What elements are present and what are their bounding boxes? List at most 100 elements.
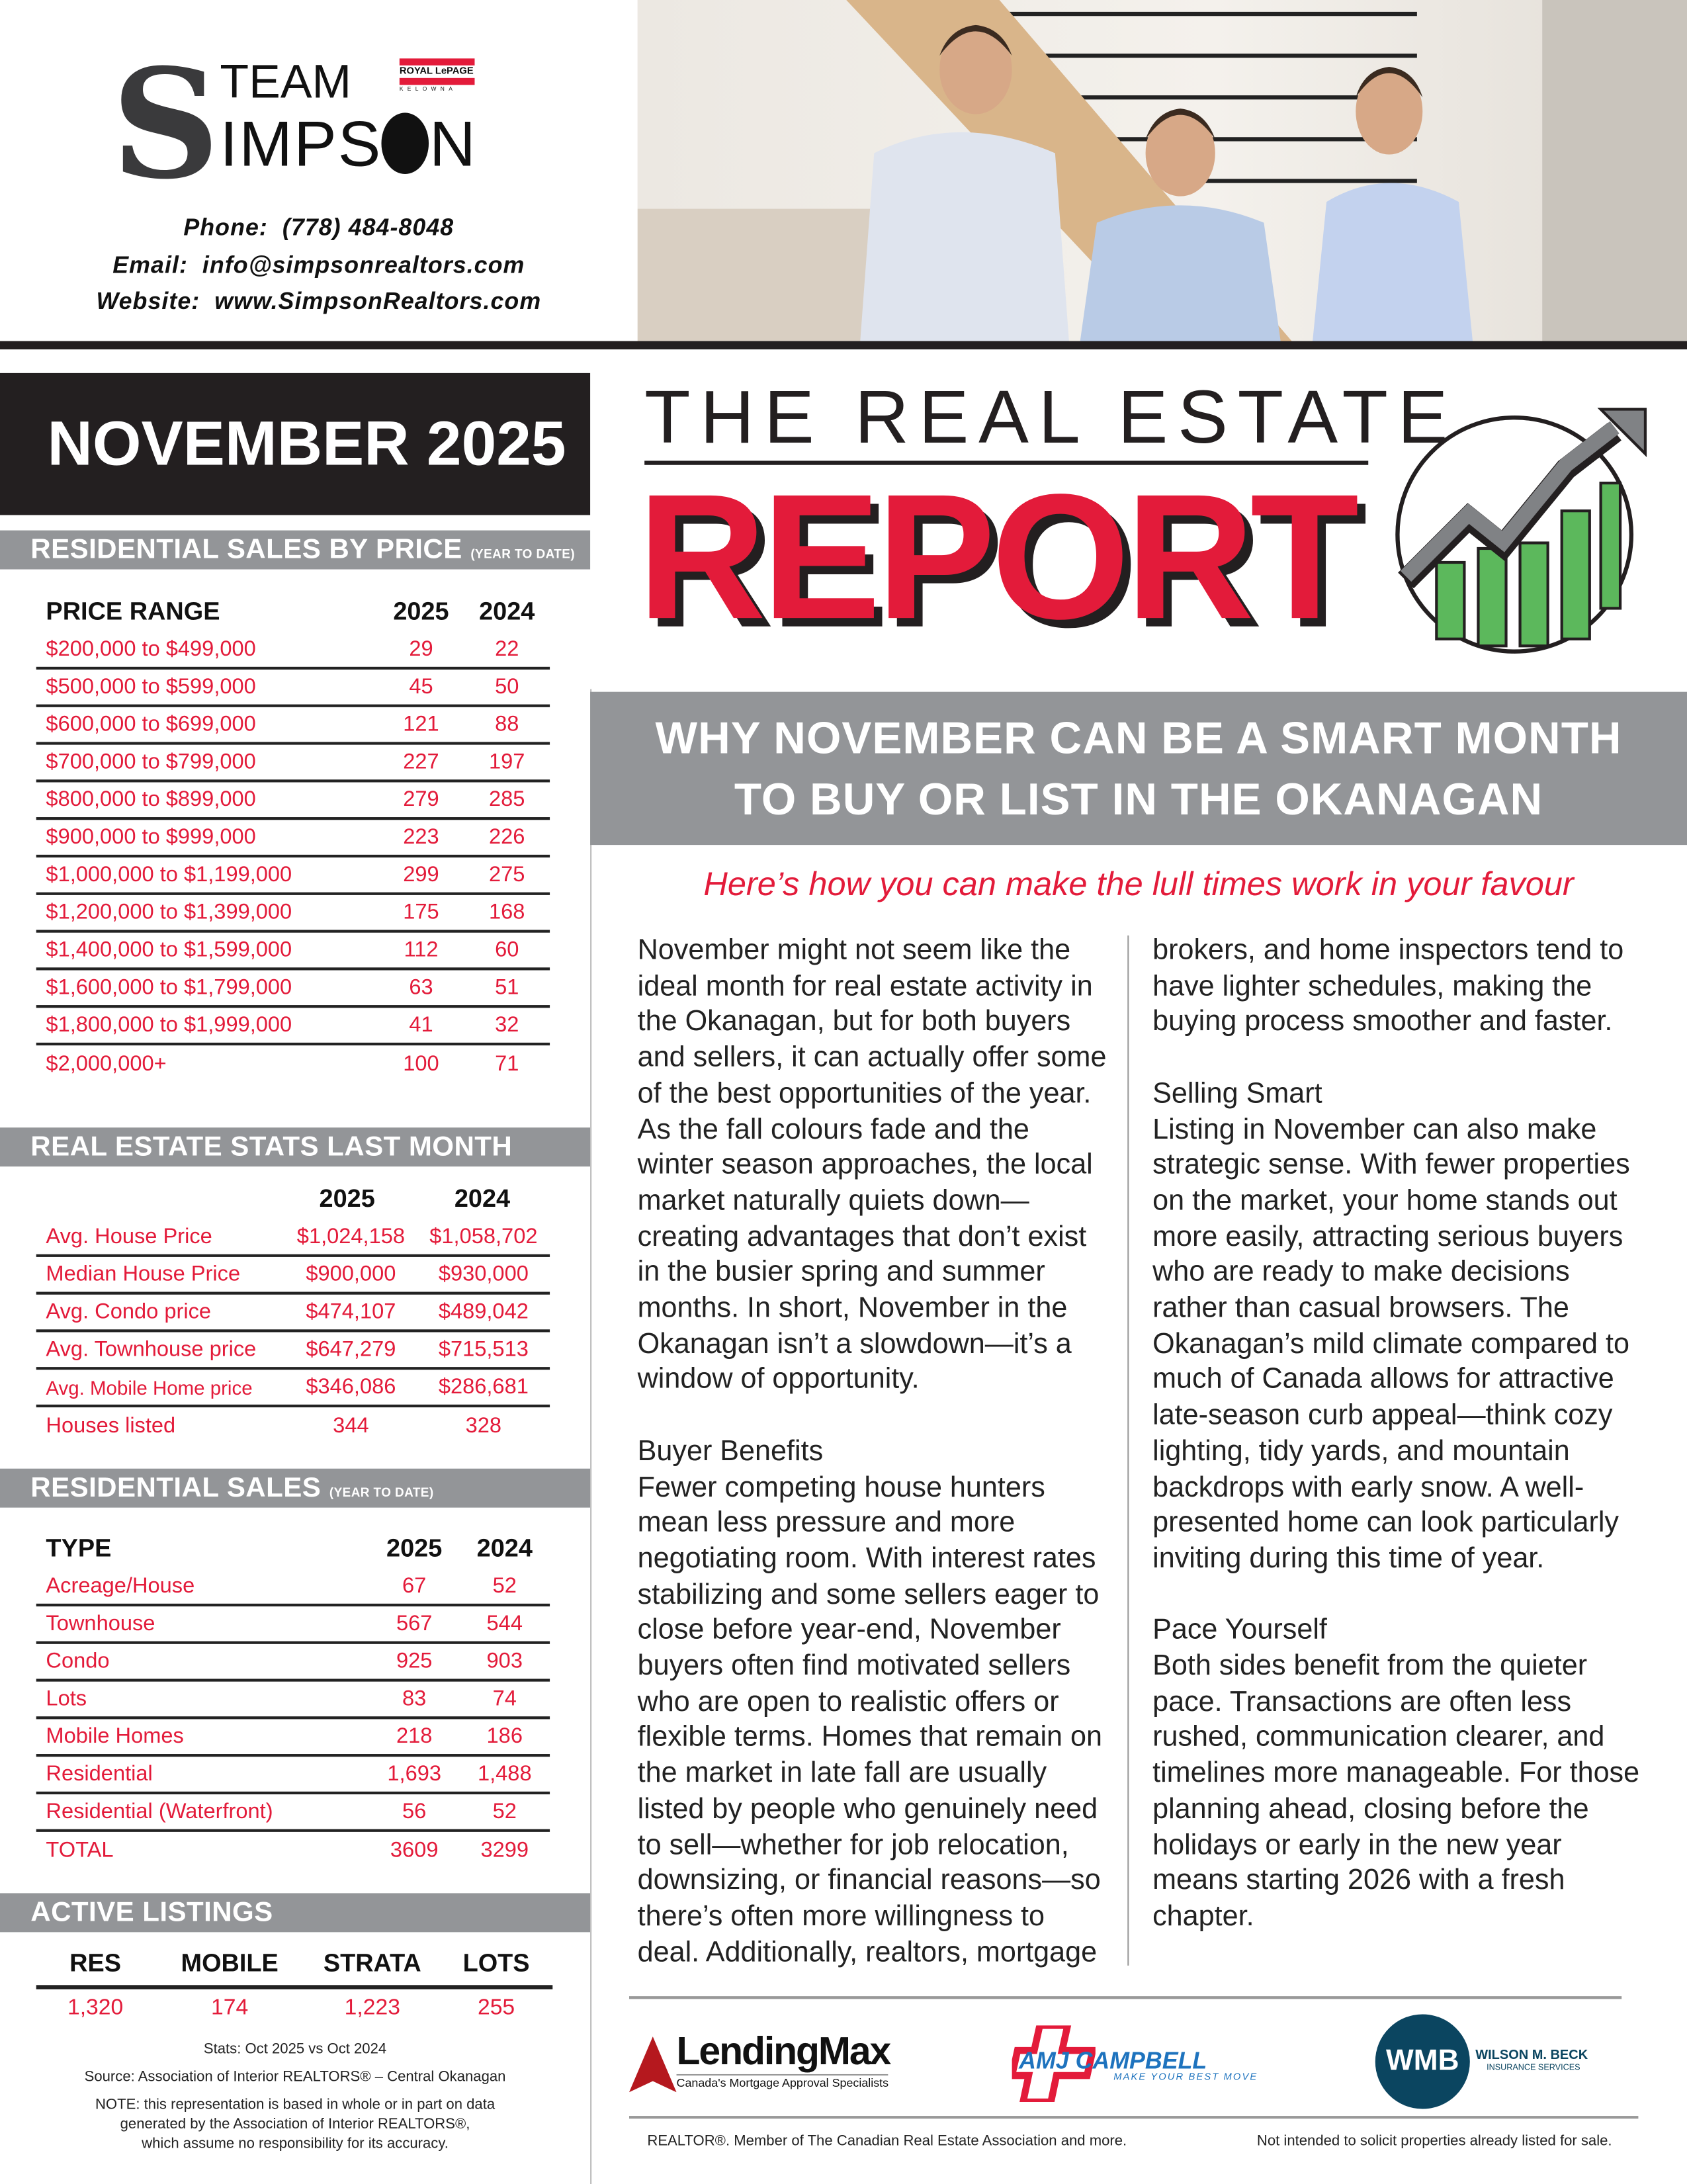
value-2024: $930,000	[438, 1262, 529, 1286]
value-2024: 285	[488, 787, 525, 811]
stats-table: 2025 2024 Avg. House Price $1,024,158 $1,0…	[36, 1178, 550, 1445]
table-row: Acreage/House 67 52	[36, 1569, 550, 1607]
intro-paragraph: November might not seem like the ideal m…	[637, 934, 1107, 1396]
table-row: $1,800,000 to $1,999,000 41 32	[36, 1008, 550, 1046]
col-strata: STRATA	[323, 1948, 421, 1977]
sales-by-price-table: PRICE RANGE 2025 2024 $200,000 to $499,0…	[36, 590, 550, 1083]
value-2024: 50	[495, 674, 519, 699]
value-2024: 544	[486, 1611, 523, 1636]
col-2024: 2024	[479, 596, 535, 625]
table-row: $500,000 to $599,000 45 50	[36, 670, 550, 707]
table-header: RES MOBILE STRATA LOTS	[36, 1949, 553, 1989]
amj-cross-icon	[1012, 2025, 1096, 2103]
table-row: Avg. Mobile Home price $346,086 $286,681	[36, 1370, 550, 1408]
price-range-cell: $200,000 to $499,000	[46, 636, 256, 661]
value-2024: 903	[486, 1649, 523, 1673]
royal-lepage-logo: ROYAL LePAGE KELOWNA	[399, 58, 475, 92]
stat-label: Median House Price	[46, 1262, 241, 1286]
value-2024: $489,042	[438, 1299, 529, 1323]
growth-chart-icon	[1392, 406, 1649, 664]
email-link[interactable]: info@simpsonrealtors.com	[202, 251, 525, 279]
amj-campbell-logo[interactable]: AMJ CAMPBELL MAKE YOUR BEST MOVE	[1005, 2025, 1283, 2103]
col-mobile: MOBILE	[181, 1948, 279, 1977]
table-row: Avg. House Price $1,024,158 $1,058,702	[36, 1219, 550, 1257]
amj-name: AMJ CAMPBELL	[1019, 2047, 1207, 2074]
logo-simpson-text: IMPS N	[220, 107, 478, 180]
value-2024: 52	[492, 1573, 517, 1598]
website-link[interactable]: www.SimpsonRealtors.com	[214, 288, 542, 315]
phone-number[interactable]: (778) 484-8048	[282, 214, 454, 241]
value-2025: 67	[402, 1573, 427, 1598]
table-row: Residential (Waterfront) 56 52	[36, 1794, 550, 1832]
price-range-cell: $500,000 to $599,000	[46, 674, 256, 699]
sponsors-top-rule	[629, 1996, 1622, 1999]
month-banner: NOVEMBER 2025	[0, 372, 591, 515]
value-mobile: 174	[211, 1996, 249, 2020]
value-2025: $346,086	[306, 1374, 396, 1399]
type-cell: Residential	[46, 1761, 153, 1786]
active-listings-table: RES MOBILE STRATA LOTS 1,320 174 1,223 2…	[36, 1949, 553, 2029]
value-2025: $474,107	[306, 1299, 396, 1323]
website-line: Website: www.SimpsonRealtors.com	[96, 288, 542, 315]
value-2025: 344	[333, 1413, 369, 1438]
value-2024: 197	[488, 750, 525, 773]
amj-tagline: MAKE YOUR BEST MOVE	[1113, 2072, 1258, 2083]
price-range-cell: $1,000,000 to $1,199,000	[46, 862, 292, 887]
value-2025: 279	[403, 787, 439, 811]
value-2025: 29	[409, 636, 433, 661]
value-2025: 223	[403, 824, 439, 849]
disclaimer-line-1: NOTE: this representation is based in wh…	[95, 2096, 496, 2113]
headline-line-1: WHY NOVEMBER CAN BE A SMART MONTH	[655, 713, 1622, 763]
price-range-cell: $1,400,000 to $1,599,000	[46, 938, 292, 961]
col-lots: LOTS	[462, 1948, 530, 1977]
col-type: TYPE	[46, 1533, 112, 1561]
type-cell: Townhouse	[46, 1611, 155, 1636]
buyer-benefits-text: Fewer competing house hunters mean less …	[637, 1470, 1103, 1968]
value-2024: 71	[495, 1051, 519, 1076]
stat-label: Avg. Townhouse price	[46, 1336, 257, 1361]
price-range-cell: $700,000 to $799,000	[46, 750, 256, 773]
stat-label: Houses listed	[46, 1413, 176, 1438]
table-header: PRICE RANGE 2025 2024	[36, 590, 550, 632]
value-2025: 925	[396, 1649, 433, 1673]
price-range-cell: $800,000 to $899,000	[46, 787, 256, 811]
wilson-m-beck-logo[interactable]: WMB WILSON M. BECK INSURANCE SERVICES	[1375, 2014, 1626, 2111]
email-line: Email: info@simpsonrealtors.com	[112, 251, 525, 279]
value-2025: 567	[396, 1611, 433, 1636]
price-range-cell: $1,200,000 to $1,399,000	[46, 900, 292, 924]
value-2025: 175	[403, 900, 439, 924]
lendingmax-arrow-icon	[629, 2036, 677, 2093]
col-res: RES	[69, 1948, 122, 1977]
value-2025: $900,000	[306, 1262, 396, 1286]
pace-yourself-text: Both sides benefit from the quieter pace…	[1152, 1649, 1640, 1933]
article-column-divider	[1127, 935, 1129, 1966]
col-2024: 2024	[454, 1184, 511, 1212]
value-2025: 3609	[390, 1838, 439, 1862]
value-2024: 32	[495, 1012, 519, 1037]
footer-solicit-note: Not intended to solicit properties alrea…	[1256, 2132, 1612, 2150]
value-2024: 275	[488, 862, 525, 887]
table-row: $600,000 to $699,000 121 88	[36, 707, 550, 745]
disclaimer-line-3: which assume no responsibility for its a…	[142, 2135, 449, 2152]
type-cell: Mobile Homes	[46, 1724, 184, 1748]
header-divider	[0, 341, 1687, 350]
table-row: $2,000,000+ 100 71	[36, 1045, 550, 1083]
value-2024: 226	[488, 824, 525, 849]
value-2025: 63	[409, 975, 433, 999]
value-2024: 1,488	[477, 1761, 532, 1786]
value-2025: 56	[402, 1799, 427, 1823]
table-row: $1,000,000 to $1,199,000 299 275	[36, 857, 550, 895]
table-row: Avg. Townhouse price $647,279 $715,513	[36, 1332, 550, 1370]
headline-line-2: TO BUY OR LIST IN THE OKANAGAN	[734, 773, 1543, 824]
phone-line: Phone: (778) 484-8048	[183, 214, 454, 241]
value-2024: 168	[488, 900, 525, 924]
value-2024: 3299	[480, 1838, 529, 1862]
lendingmax-logo[interactable]: LendingMax Canada's Mortgage Approval Sp…	[629, 2030, 922, 2095]
table-row: Residential 1,693 1,488	[36, 1757, 550, 1795]
price-range-cell: $900,000 to $999,000	[46, 824, 256, 849]
table-row: $200,000 to $499,000 29 22	[36, 632, 550, 670]
stat-label: Avg. Condo price	[46, 1299, 212, 1323]
table-row: Avg. Condo price $474,107 $489,042	[36, 1295, 550, 1332]
table-row: $700,000 to $799,000 227 197	[36, 745, 550, 783]
